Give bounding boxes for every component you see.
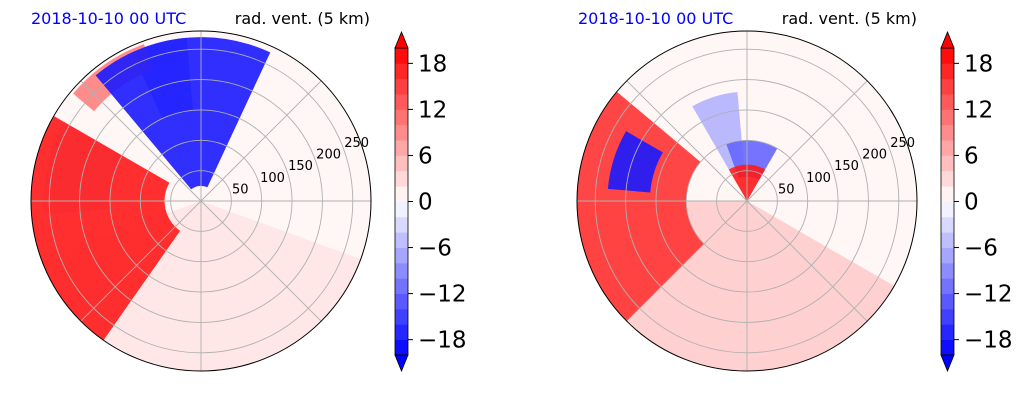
colorbar-segment xyxy=(395,339,408,356)
data-region-negative xyxy=(95,37,271,190)
colorbar-segment xyxy=(395,109,408,126)
colorbar-segment xyxy=(395,232,408,248)
radial-tick-label: 200 xyxy=(316,148,341,163)
colorbar-tick-label: −6 xyxy=(964,236,998,262)
colorbar-segment xyxy=(395,308,408,325)
colorbar-segment xyxy=(395,216,408,233)
colorbar-segment xyxy=(941,308,954,325)
panel-left-title-variable: rad. vent. (5 km) xyxy=(235,9,370,28)
grid-spoke xyxy=(746,200,868,322)
colorbar-tick-label: 12 xyxy=(418,97,447,123)
colorbar-tick-label: 18 xyxy=(418,51,447,77)
colorbar-segment xyxy=(941,278,954,294)
colorbar-segment xyxy=(941,48,954,64)
colorbar-segment xyxy=(941,155,954,172)
radial-tick-label: 200 xyxy=(862,148,887,163)
polar-boundary xyxy=(576,30,918,372)
colorbar-segment xyxy=(395,63,408,80)
colorbar-segment xyxy=(941,124,954,141)
colorbar-tick-label: −12 xyxy=(964,282,1013,308)
colorbar-left: −18 −12 −6 0 6 12 18 xyxy=(394,30,467,373)
colorbar-segment xyxy=(395,78,408,95)
colorbar-segment xyxy=(941,109,954,126)
colorbar-segment xyxy=(941,140,954,156)
colorbar-tick-label: 0 xyxy=(418,190,433,216)
colorbar-segment xyxy=(941,247,954,264)
grid-spoke xyxy=(80,200,202,322)
radial-tick-label: 150 xyxy=(834,159,859,174)
colorbar-segment xyxy=(941,216,954,233)
radial-tick-label: 50 xyxy=(232,182,249,197)
grid-spoke xyxy=(746,80,868,202)
grid-spoke xyxy=(200,200,322,322)
data-region-positive xyxy=(31,116,181,341)
colorbar-segment xyxy=(395,324,408,341)
colorbar-segment xyxy=(941,339,954,356)
panel-left: 2018-10-10 00 UTC rad. vent. (5 km) 50 10… xyxy=(30,9,467,373)
colorbar-segment xyxy=(395,201,408,218)
colorbar-segment xyxy=(395,278,408,294)
colorbar-tick-label: −18 xyxy=(964,328,1013,354)
radial-tick-label: 250 xyxy=(344,136,369,151)
colorbar-segment xyxy=(395,155,408,172)
colorbar-tick-label: 0 xyxy=(964,190,979,216)
colorbar-tick-label: 6 xyxy=(964,143,979,169)
data-region-negative xyxy=(607,131,663,193)
colorbar-segment xyxy=(395,262,408,279)
grid-spoke xyxy=(200,80,322,202)
colorbar-extend-min xyxy=(940,354,955,373)
radial-tick-label: 100 xyxy=(806,171,831,186)
radial-tick-label: 150 xyxy=(288,159,313,174)
colorbar-segment xyxy=(941,293,954,310)
colorbar-segment xyxy=(941,78,954,95)
colorbar-segment xyxy=(395,186,408,202)
colorbar-extend-max xyxy=(940,30,955,49)
colorbar-segment xyxy=(941,94,954,110)
colorbar-extend-min xyxy=(394,354,409,373)
colorbar-tick-label: −6 xyxy=(418,236,452,262)
panel-left-title-date: 2018-10-10 00 UTC xyxy=(31,9,186,28)
radial-tick-label: 50 xyxy=(778,182,795,197)
colorbar-tick-label: −18 xyxy=(418,328,467,354)
colorbar-tick-label: −12 xyxy=(418,282,467,308)
colorbar-segment xyxy=(395,140,408,156)
colorbar-segment xyxy=(941,324,954,341)
grid-spoke xyxy=(626,80,748,202)
colorbar-extend-max xyxy=(394,30,409,49)
colorbar-segment xyxy=(395,94,408,110)
colorbar-right: −18 −12 −6 0 6 12 18 xyxy=(940,30,1013,373)
colorbar-segment xyxy=(395,124,408,141)
colorbar-segment xyxy=(941,170,954,187)
grid-spoke xyxy=(626,200,748,322)
colorbar-tick-label: 12 xyxy=(964,97,993,123)
colorbar-segment xyxy=(941,63,954,80)
radial-tick-label: 100 xyxy=(260,171,285,186)
panel-right-title-variable: rad. vent. (5 km) xyxy=(782,9,917,28)
colorbar-segment xyxy=(395,293,408,310)
colorbar-segment xyxy=(941,186,954,202)
colorbar-segment xyxy=(941,201,954,218)
colorbar-tick-label: 6 xyxy=(418,143,433,169)
colorbar-segment xyxy=(941,232,954,248)
grid-spoke xyxy=(80,80,202,202)
colorbar-tick-label: 18 xyxy=(964,51,993,77)
colorbar-segment xyxy=(941,262,954,279)
colorbar-segment xyxy=(395,48,408,64)
radial-tick-label: 250 xyxy=(890,136,915,151)
polar-boundary xyxy=(30,30,372,372)
colorbar-segment xyxy=(395,247,408,264)
colorbar-segment xyxy=(395,170,408,187)
panel-right-title-date: 2018-10-10 00 UTC xyxy=(578,9,733,28)
panel-right: 2018-10-10 00 UTC rad. vent. (5 km) 50 10… xyxy=(576,9,1013,373)
